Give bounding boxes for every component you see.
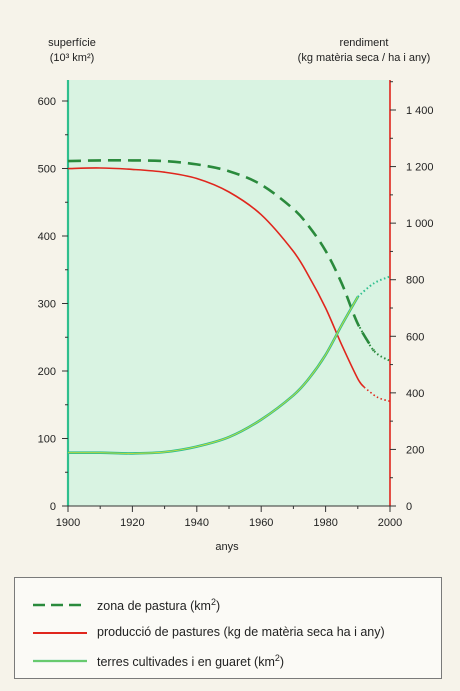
series-layer [67,159,391,455]
legend-label-terres: terres cultivades i en guaret (km2) [97,653,284,669]
legend-label-produccio: producció de pastures (kg de matèria sec… [97,625,385,639]
legend-item-produccio: producció de pastures (kg de matèria sec… [15,622,441,646]
x-tick-label: 1980 [313,517,337,529]
y-left-axis-title: superfície [48,37,96,49]
y-left-tick-label: 100 [38,434,56,446]
y-right-tick-label: 0 [406,501,412,513]
x-tick-label: 1960 [249,517,273,529]
y-right-tick-label: 800 [406,275,424,287]
y-left-tick-label: 600 [38,96,56,108]
series-produccio-projection [363,386,391,403]
legend-swatch-dashed [33,603,87,607]
y-left-tick-label: 400 [38,231,56,243]
y-left-axis-title: (10³ km²) [50,52,95,64]
legend-label-sup: 2 [274,653,280,663]
legend-item-pastura: zona de pastura (km2) [15,594,441,618]
y-left-tick-label: 200 [38,366,56,378]
legend-label-text: terres cultivades i en guaret (km [97,655,275,670]
labels-layer: 0 100 200 300 400 500 600 0 200 400 600 800 1 000 1 2… [38,37,434,553]
x-axis-title: anys [215,541,239,553]
y-right-axis-title: rendiment [340,37,389,49]
y-right-tick-label: 400 [406,388,424,400]
y-left-tick-label: 300 [38,299,56,311]
y-right-tick-label: 1 200 [406,162,434,174]
y-right-tick-label: 600 [406,331,424,343]
legend-swatch-red [33,632,87,634]
x-tick-label: 2000 [378,517,402,529]
legend: zona de pastura (km2) producció de pastu… [14,577,442,679]
axes [62,80,396,512]
legend-label-pastura: zona de pastura (km2) [97,597,220,613]
legend-label-after: ) [279,655,285,670]
y-left-tick-label: 0 [50,501,56,513]
legend-label-sup: 2 [210,597,216,607]
y-right-tick-label: 1 400 [406,105,434,117]
legend-item-terres: terres cultivades i en guaret (km2) [15,650,441,674]
x-tick-label: 1920 [120,517,144,529]
series-terres-highlight [67,296,359,454]
x-tick-label: 1900 [56,517,80,529]
x-tick-label: 1940 [185,517,209,529]
legend-swatch-teal [33,659,87,663]
y-right-tick-label: 200 [406,444,424,456]
y-right-axis-title: (kg matèria seca / ha i any) [298,52,431,64]
plot-background [68,80,390,506]
legend-label-text: zona de pastura (km [97,599,211,614]
series-pastura-line [67,159,376,352]
legend-label-after: ) [215,599,221,614]
series-produccio-line [67,167,365,388]
y-right-tick-label: 1 000 [406,218,434,230]
series-terres-projection [357,275,391,298]
y-left-tick-label: 500 [38,164,56,176]
